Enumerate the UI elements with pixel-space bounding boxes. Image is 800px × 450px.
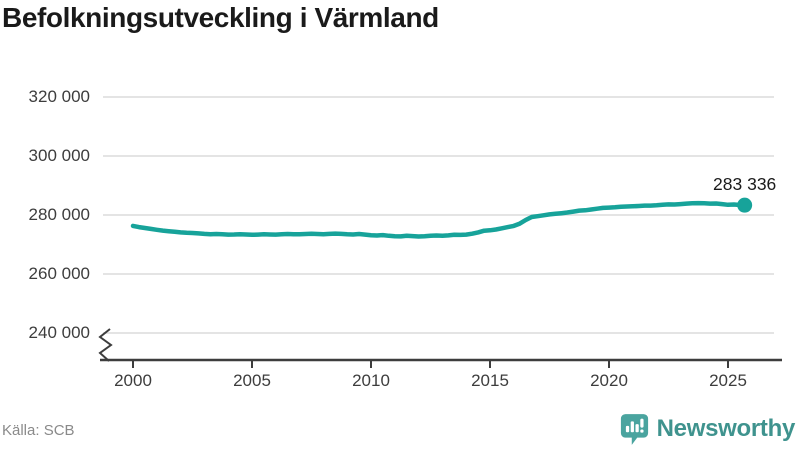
- y-axis-tick-label: 280 000: [28, 205, 90, 224]
- axis-break-icon: [98, 328, 113, 362]
- x-axis-tick-label: 2005: [233, 371, 271, 390]
- y-axis-tick-label: 240 000: [28, 323, 90, 342]
- speech-bubble-shape: [620, 413, 648, 445]
- brand-logo: Newsworthy: [620, 411, 795, 447]
- population-line: [130, 200, 747, 239]
- brand-name: Newsworthy: [656, 415, 796, 442]
- end-point-marker: [737, 197, 753, 213]
- bar-chart-glyph: [625, 418, 644, 433]
- x-axis-tick-label: 2000: [114, 371, 152, 390]
- x-axis-tick-label: 2020: [590, 371, 628, 390]
- x-axis-tick-label: 2010: [352, 371, 390, 390]
- x-axis-tick-label: 2015: [471, 371, 509, 390]
- y-axis-tick-label: 320 000: [28, 87, 90, 106]
- newsworthy-icon: [620, 413, 648, 445]
- source-note: Källa: SCB: [2, 422, 75, 439]
- y-axis-tick-label: 300 000: [28, 146, 90, 165]
- x-axis-tick-label: 2025: [709, 371, 747, 390]
- end-value-label: 283 336: [713, 174, 777, 195]
- page-title: Befolkningsutveckling i Värmland: [2, 2, 439, 33]
- y-axis-tick-label: 260 000: [28, 264, 90, 283]
